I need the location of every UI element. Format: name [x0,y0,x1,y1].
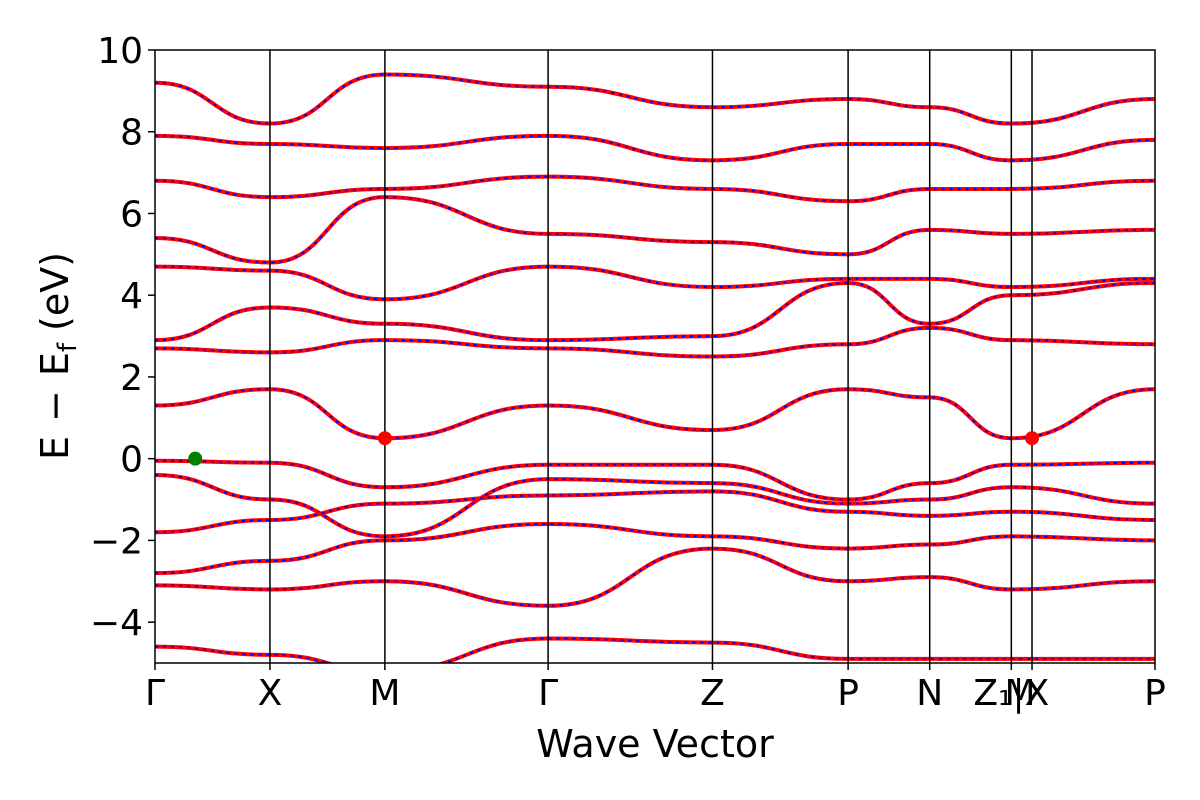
x-axis-label: Wave Vector [536,722,774,766]
band-11 [155,174,1155,204]
x-tick-label-8: P [1144,673,1166,714]
band-edge-markers [188,431,1040,466]
band-10 [155,195,1155,265]
y-tick-label-0: −4 [90,603,143,644]
y-tick-label-1: −2 [90,521,143,562]
plot-frame [154,49,1156,664]
band-12 [155,133,1155,163]
band-8 [155,280,1155,343]
x-tick-label-4: Z [700,673,725,714]
band-12-overlay [155,134,1155,162]
vbm-marker [188,451,203,466]
band-9-overlay [155,265,1155,301]
band-13-overlay [155,73,1155,125]
cbm-marker-1 [1025,431,1040,446]
y-tick-label-2: 0 [120,440,143,481]
band-1-overlay [155,474,1155,538]
y-tick-label-4: 4 [120,276,143,317]
y-axis: −4 −2 0 2 4 6 8 10 [90,31,155,644]
x-tick-label-0: Γ [145,673,165,714]
y-axis-label: E − Ef (eV) [33,252,83,460]
band-2 [155,489,1155,535]
band-7 [155,325,1155,359]
y-tick-label-7: 10 [97,31,143,72]
y-tick-label-3: 2 [120,358,143,399]
y-label-minus: − [33,390,77,422]
band-8-overlay [155,281,1155,342]
y-label-unit: (eV) [33,252,77,331]
y-tick-label-5: 6 [120,194,143,235]
band-lines [155,72,1155,663]
band-4-overlay [155,547,1155,607]
high-symmetry-lines [269,50,1033,663]
x-tick-label-6: N [916,673,943,714]
x-tick-label-3: Γ [538,673,558,714]
cbm-marker-0 [377,431,392,446]
band-11-overlay [155,175,1155,203]
band-13 [155,72,1155,126]
band-3-overlay [155,523,1155,575]
band-0-overlay [155,459,1155,501]
band-6-overlay [155,388,1155,440]
x-tick-label-extra: M [1004,673,1035,714]
band-3 [155,522,1155,576]
band-10-overlay [155,196,1155,264]
x-tick-label-5: P [837,673,859,714]
x-tick-label-2: M [369,673,400,714]
y-label-ef: E [33,352,77,376]
y-tick-label-6: 8 [120,113,143,154]
x-axis: Γ X M Γ Z P N Z₁|X P M [145,663,1166,714]
x-tick-label-1: X [258,673,283,714]
band-5 [155,636,1155,663]
x-tick-label-7: Z₁|X [973,673,1049,714]
y-label-sub: f [53,342,83,352]
band-6 [155,387,1155,441]
y-label-e: E [33,436,77,460]
